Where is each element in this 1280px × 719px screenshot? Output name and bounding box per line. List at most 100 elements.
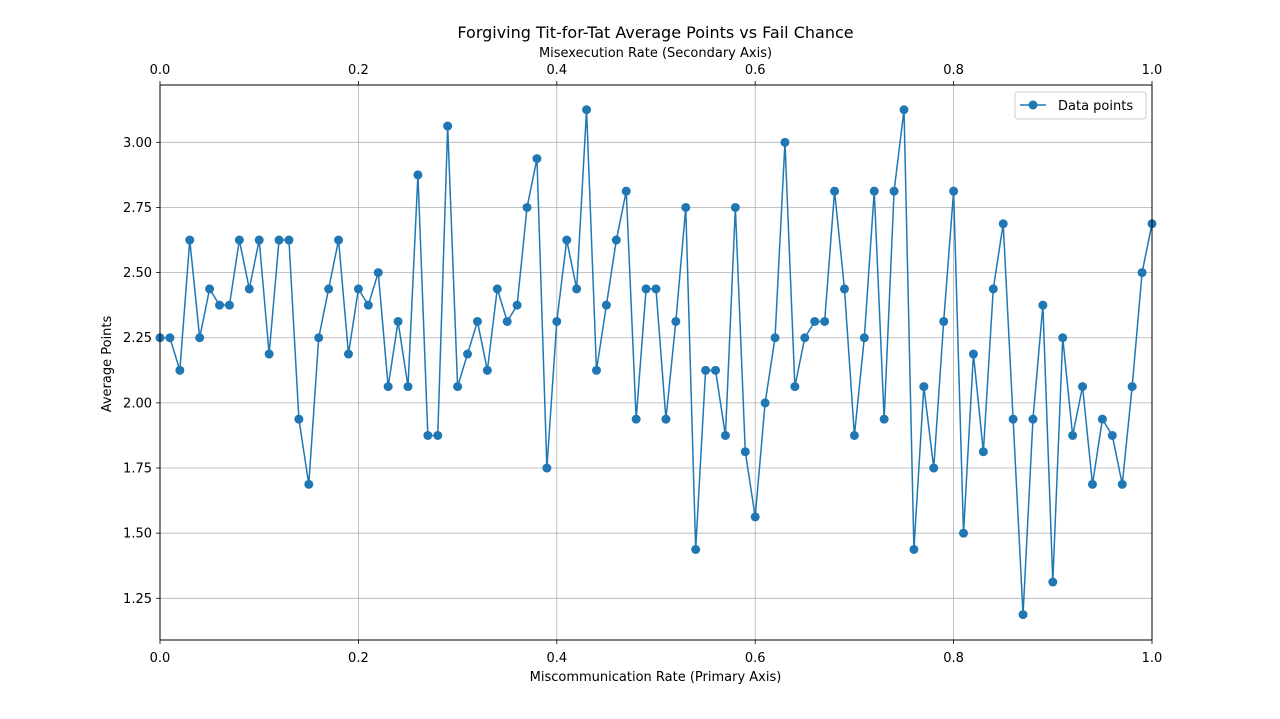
data-point (175, 365, 185, 375)
data-point (542, 463, 552, 473)
series-layer (155, 105, 1157, 620)
x-tick-label: 0.0 (150, 651, 171, 666)
y-tick-label: 2.00 (123, 396, 152, 411)
data-point (324, 284, 334, 294)
x-tick-label: 0.4 (546, 651, 567, 666)
y-tick-label: 2.25 (123, 331, 152, 346)
data-point (998, 219, 1008, 229)
data-point (522, 202, 532, 212)
series-line (160, 109, 1153, 616)
data-point (492, 284, 502, 294)
data-point (800, 333, 810, 343)
data-point (959, 528, 969, 538)
data-point (601, 300, 611, 310)
data-point (1117, 479, 1127, 489)
data-point (889, 186, 899, 196)
plot-frame (159, 84, 1153, 641)
data-point (651, 284, 661, 294)
data-point (304, 479, 314, 489)
data-point (780, 137, 790, 147)
data-point (988, 284, 998, 294)
data-point (820, 316, 830, 326)
data-point (383, 382, 393, 392)
top-axis-label: Misexecution Rate (Secondary Axis) (539, 46, 772, 61)
data-point (224, 300, 234, 310)
data-point (403, 382, 413, 392)
data-point (740, 447, 750, 457)
data-point (978, 447, 988, 457)
y-tick-label: 1.50 (123, 527, 152, 542)
legend-label: Data points (1058, 99, 1133, 114)
top-x-tick-label: 0.8 (943, 63, 964, 78)
data-point (810, 316, 820, 326)
data-point (1018, 610, 1028, 620)
data-point (294, 414, 304, 424)
data-point (334, 235, 344, 245)
data-point (631, 414, 641, 424)
data-point (1137, 268, 1147, 278)
data-point (165, 333, 175, 343)
data-point (413, 170, 423, 180)
data-point (1058, 333, 1068, 343)
x-tick-label: 0.2 (348, 651, 369, 666)
data-point (760, 398, 770, 408)
data-point (1008, 414, 1018, 424)
y-tick-label: 1.25 (123, 592, 152, 607)
data-point (215, 300, 225, 310)
grid (159, 85, 1153, 640)
data-point (463, 349, 473, 359)
data-point (205, 284, 215, 294)
data-point (532, 154, 542, 164)
data-point (1107, 430, 1117, 440)
data-point (611, 235, 621, 245)
data-point (552, 316, 562, 326)
data-point (701, 365, 711, 375)
data-point (562, 235, 572, 245)
data-point (264, 349, 274, 359)
legend-marker (1028, 100, 1038, 110)
data-point (423, 430, 433, 440)
data-point (1078, 382, 1088, 392)
data-point (572, 284, 582, 294)
data-point (830, 186, 840, 196)
data-point (641, 284, 651, 294)
data-point (671, 316, 681, 326)
data-point (899, 105, 909, 115)
data-point (859, 333, 869, 343)
data-point (1038, 300, 1048, 310)
data-point (393, 316, 403, 326)
top-x-tick-label: 0.2 (348, 63, 369, 78)
data-point (750, 512, 760, 522)
ticks: 0.0 0.0 0.2 0.2 0.4 0.4 0.6 0.6 0.8 0.8 1.0 1.0 1.25… (123, 63, 1162, 666)
y-tick-label: 2.50 (123, 266, 152, 281)
y-tick-label: 1.75 (123, 462, 152, 477)
data-point (472, 316, 482, 326)
data-point (770, 333, 780, 343)
data-point (254, 235, 264, 245)
data-point (453, 382, 463, 392)
top-x-tick-label: 0.4 (546, 63, 567, 78)
legend-box (1014, 91, 1147, 120)
x-tick-label: 1.0 (1142, 651, 1163, 666)
data-point (790, 382, 800, 392)
data-point (433, 430, 443, 440)
data-point (621, 186, 631, 196)
data-point (909, 544, 919, 554)
data-point (869, 186, 879, 196)
y-tick-label: 3.00 (123, 136, 152, 151)
x-axis-label: Miscommunication Rate (Primary Axis) (530, 670, 782, 685)
data-point (502, 316, 512, 326)
top-x-tick-label: 0.0 (150, 63, 171, 78)
data-point (1048, 577, 1058, 587)
data-point (363, 300, 373, 310)
data-point (234, 235, 244, 245)
data-point (512, 300, 522, 310)
data-point (284, 235, 294, 245)
data-point (1097, 414, 1107, 424)
legend: Data points (1014, 91, 1147, 120)
data-point (661, 414, 671, 424)
data-point (1087, 479, 1097, 489)
data-point (711, 365, 721, 375)
data-point (373, 268, 383, 278)
